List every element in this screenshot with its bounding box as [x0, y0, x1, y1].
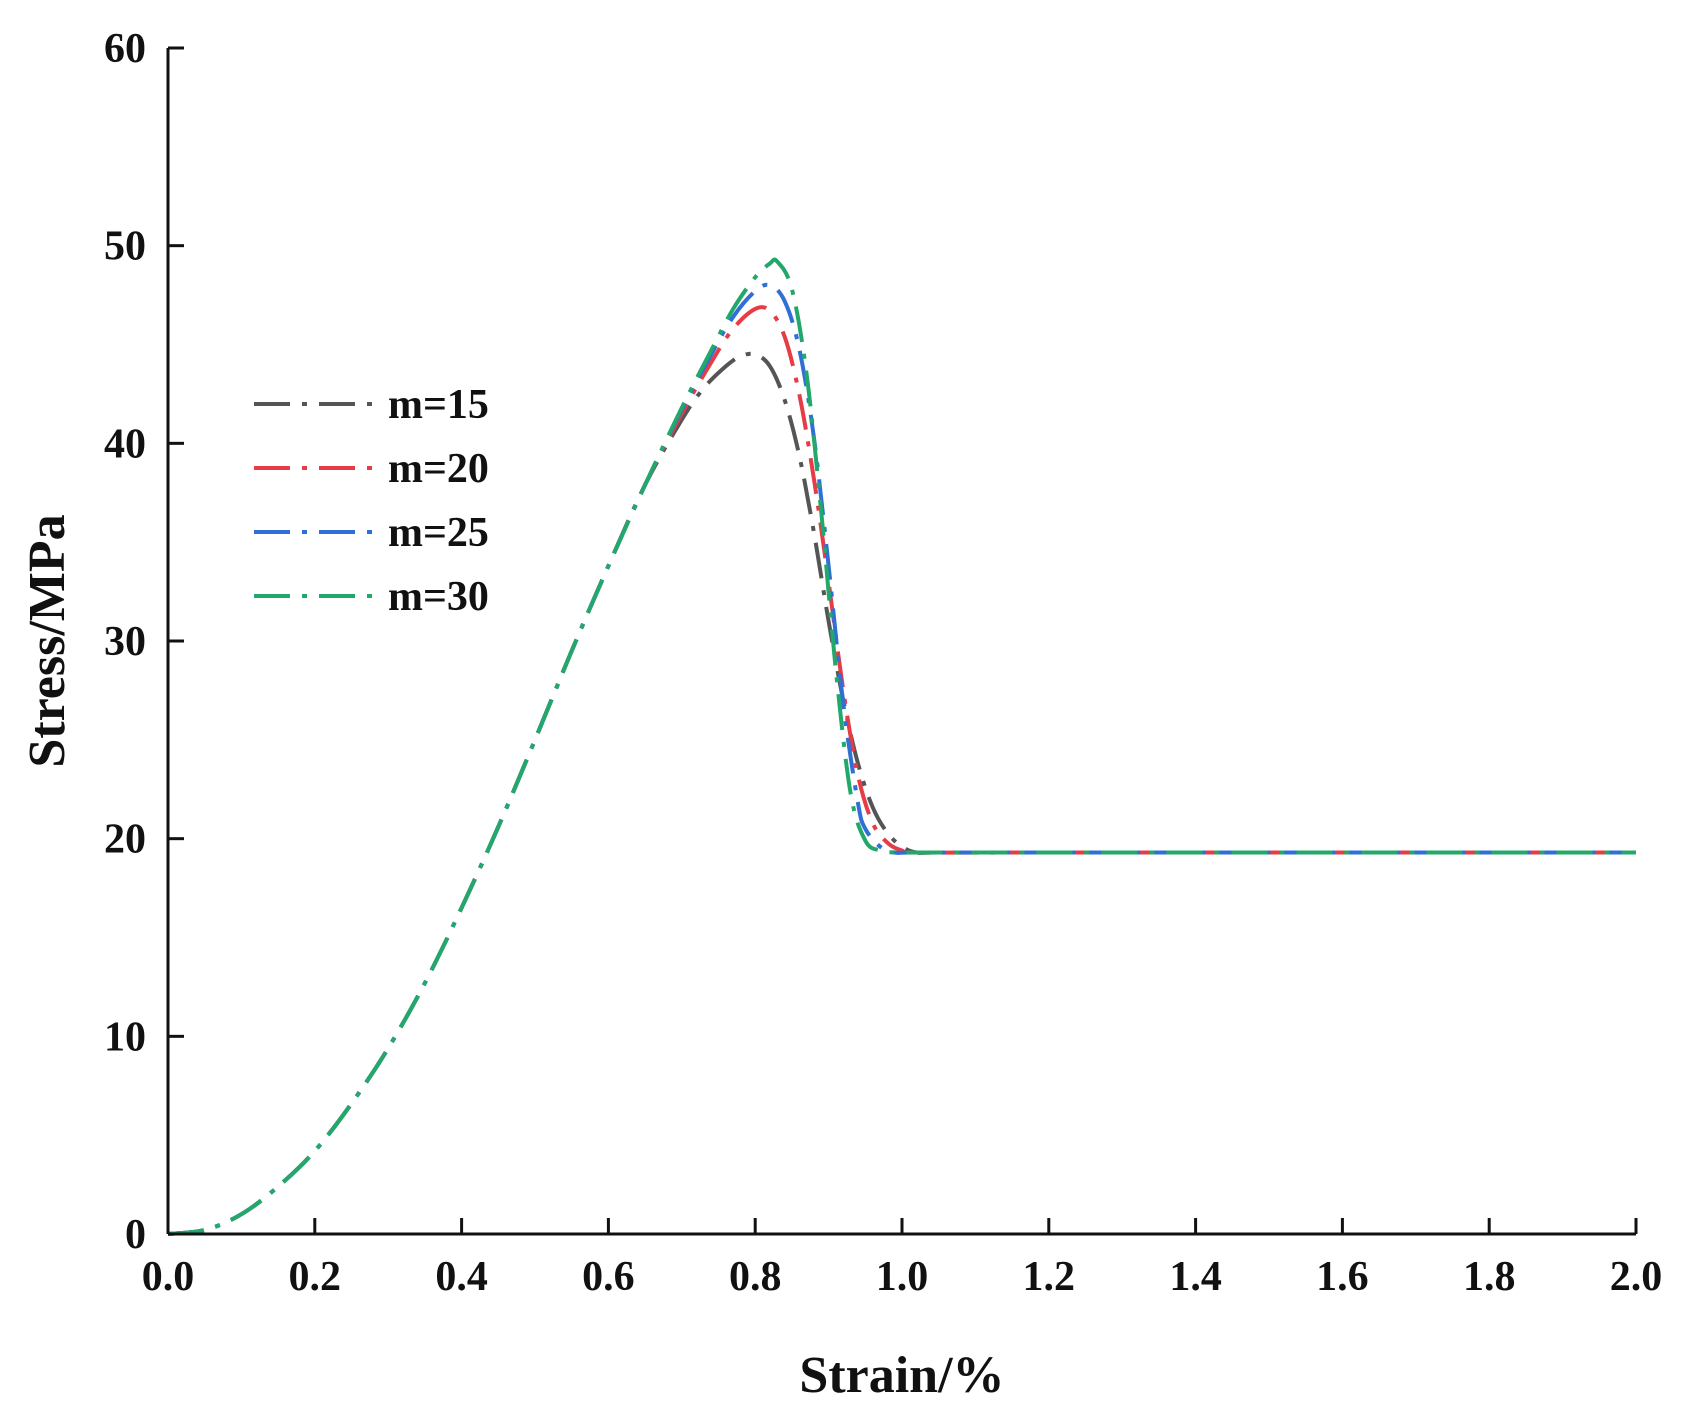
y-tick-label: 50 — [104, 224, 146, 270]
x-tick-label: 0.2 — [289, 1254, 342, 1300]
legend: m=15 m=20 m=25 m=30 — [254, 382, 489, 620]
x-tick-label: 1.2 — [1023, 1254, 1076, 1300]
x-axis-ticks: 0.0 0.2 0.4 0.6 0.8 1.0 1.2 1.4 1.6 1.8 2.0 — [142, 1218, 1663, 1300]
y-tick-label: 0 — [125, 1212, 146, 1258]
y-axis-title: Stress/MPa — [19, 514, 76, 767]
y-axis-ticks: 0 10 20 30 40 50 60 — [104, 26, 184, 1258]
legend-label: m=25 — [388, 510, 489, 556]
x-axis-title: Strain/% — [799, 1347, 1004, 1404]
x-tick-label: 1.8 — [1463, 1254, 1516, 1300]
legend-label: m=30 — [388, 574, 489, 620]
series-line-m-25 — [167, 282, 1636, 1236]
y-tick-label: 60 — [104, 26, 146, 72]
x-tick-label: 0.0 — [142, 1254, 195, 1300]
x-tick-label: 2.0 — [1610, 1254, 1663, 1300]
x-tick-label: 1.6 — [1316, 1254, 1369, 1300]
series-layer — [167, 257, 1636, 1236]
y-tick-label: 30 — [104, 619, 146, 665]
y-tick-label: 10 — [104, 1014, 146, 1060]
x-tick-label: 0.4 — [435, 1254, 488, 1300]
x-tick-label: 0.8 — [729, 1254, 782, 1300]
y-tick-label: 40 — [104, 421, 146, 467]
x-tick-label: 1.4 — [1169, 1254, 1222, 1300]
legend-label: m=15 — [388, 382, 489, 428]
legend-label: m=20 — [388, 446, 489, 492]
x-tick-label: 1.0 — [876, 1254, 929, 1300]
y-tick-label: 20 — [104, 817, 146, 863]
x-tick-label: 0.6 — [582, 1254, 635, 1300]
series-line-m-30 — [167, 257, 1636, 1236]
